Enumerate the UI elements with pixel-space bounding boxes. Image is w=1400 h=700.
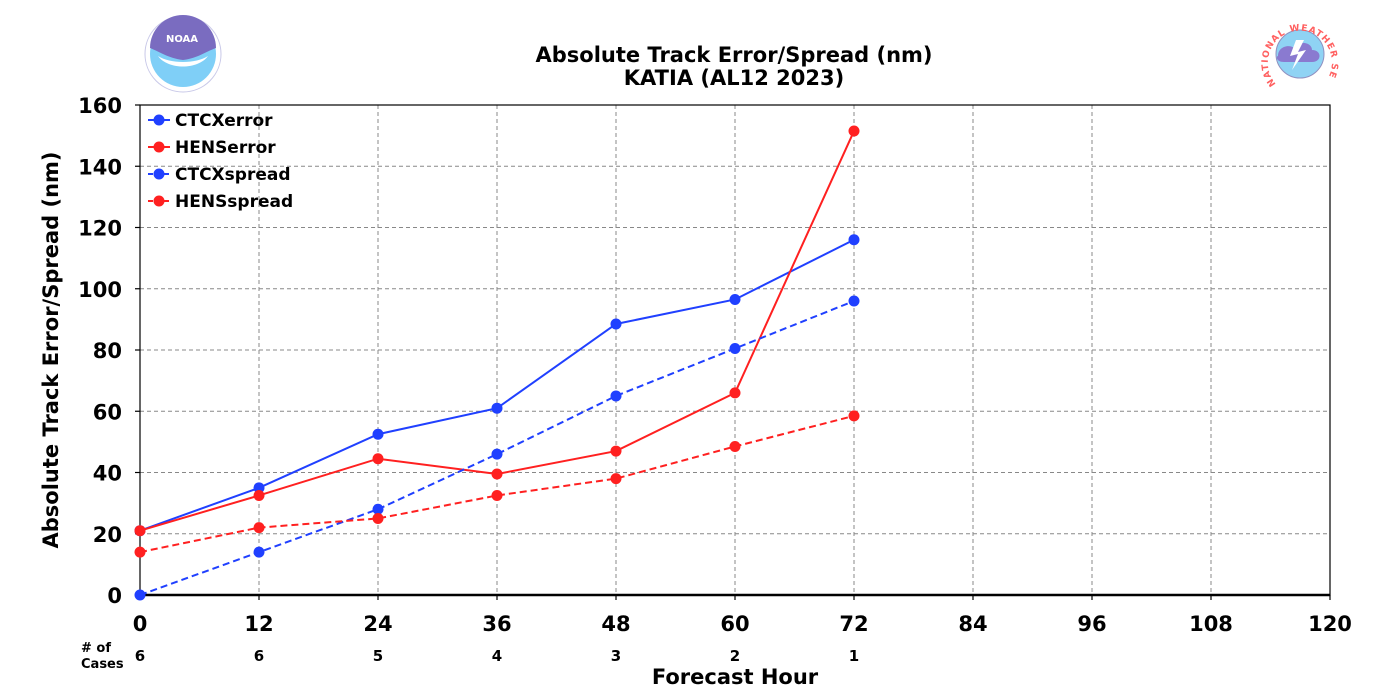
data-point	[134, 525, 146, 537]
data-point	[372, 428, 384, 440]
data-point	[610, 445, 622, 457]
legend-label: CTCXspread	[175, 165, 291, 185]
data-point	[491, 448, 503, 460]
y-tick-label: 20	[93, 523, 122, 547]
chart-subtitle: KATIA (AL12 2023)	[624, 66, 844, 90]
data-point	[848, 125, 860, 137]
data-point	[372, 503, 384, 515]
y-tick-label: 0	[107, 584, 122, 608]
data-point	[253, 522, 265, 534]
x-tick-label: 0	[133, 612, 148, 636]
data-point	[610, 318, 622, 330]
x-tick-label: 120	[1308, 612, 1352, 636]
case-count: 2	[730, 647, 740, 665]
legend-marker	[153, 141, 165, 153]
x-tick-label: 108	[1189, 612, 1233, 636]
x-tick-label: 48	[601, 612, 630, 636]
y-tick-label: 40	[93, 462, 122, 486]
case-count: 4	[492, 647, 502, 665]
y-tick-label: 140	[78, 155, 122, 179]
data-point	[134, 589, 146, 601]
data-point	[848, 410, 860, 422]
y-tick-label: 120	[78, 217, 122, 241]
legend-item: HENSerror	[148, 138, 276, 158]
case-count: 6	[135, 647, 145, 665]
y-tick-label: 60	[93, 400, 122, 424]
y-tick-label: 100	[78, 278, 122, 302]
data-point	[372, 512, 384, 524]
chart-title: Absolute Track Error/Spread (nm)	[535, 43, 932, 67]
data-point	[848, 234, 860, 246]
x-tick-label: 60	[720, 612, 749, 636]
data-point	[610, 473, 622, 485]
case-count: 3	[611, 647, 621, 665]
data-point	[253, 489, 265, 501]
data-point	[491, 402, 503, 414]
cases-label-line2: Cases	[81, 657, 124, 672]
series-CTCXspread	[134, 295, 860, 601]
data-point	[729, 387, 741, 399]
x-tick-label: 24	[363, 612, 392, 636]
data-point	[848, 295, 860, 307]
case-count: 5	[373, 647, 383, 665]
data-point	[134, 546, 146, 558]
legend-item: CTCXerror	[148, 111, 273, 131]
y-tick-label: 80	[93, 339, 122, 363]
case-count: 6	[254, 647, 264, 665]
case-count: 1	[849, 647, 859, 665]
y-axis-label: Absolute Track Error/Spread (nm)	[39, 151, 63, 548]
data-point	[729, 342, 741, 354]
series-HENSspread	[134, 410, 860, 558]
case-counts: 6 6 5 4 3 2 1	[135, 647, 859, 665]
legend-label: HENSspread	[175, 192, 293, 212]
legend-marker	[153, 114, 165, 126]
noaa-logo: NOAA	[144, 15, 222, 93]
data-point	[372, 453, 384, 465]
x-tick-labels: 0 12 24 36 48 60 72 84 96 108 120	[133, 595, 1352, 636]
legend-label: HENSerror	[175, 138, 276, 158]
legend-item: CTCXspread	[148, 165, 291, 185]
data-point	[491, 489, 503, 501]
y-tick-label: 160	[78, 94, 122, 118]
x-tick-label: 36	[482, 612, 511, 636]
x-tick-label: 12	[244, 612, 273, 636]
series-HENSerror	[134, 125, 860, 537]
legend-item: HENSspread	[148, 192, 293, 212]
data-point	[253, 482, 265, 494]
x-tick-label: 72	[839, 612, 868, 636]
legend-marker	[153, 168, 165, 180]
noaa-logo-text: NOAA	[166, 34, 198, 45]
y-tick-labels: 0 20 40 60 80 100 120 140 160	[78, 94, 140, 608]
cases-label-line1: # of	[81, 641, 111, 656]
legend-marker	[153, 195, 165, 207]
legend: CTCXerror HENSerror CTCXspread HENSspread	[148, 111, 293, 212]
x-tick-label: 96	[1077, 612, 1106, 636]
data-series	[134, 125, 860, 601]
data-point	[729, 293, 741, 305]
legend-label: CTCXerror	[175, 111, 273, 131]
data-point	[610, 390, 622, 402]
x-axis-label: Forecast Hour	[652, 665, 819, 689]
x-tick-label: 84	[958, 612, 987, 636]
data-point	[491, 468, 503, 480]
data-point	[253, 546, 265, 558]
data-point	[729, 440, 741, 452]
